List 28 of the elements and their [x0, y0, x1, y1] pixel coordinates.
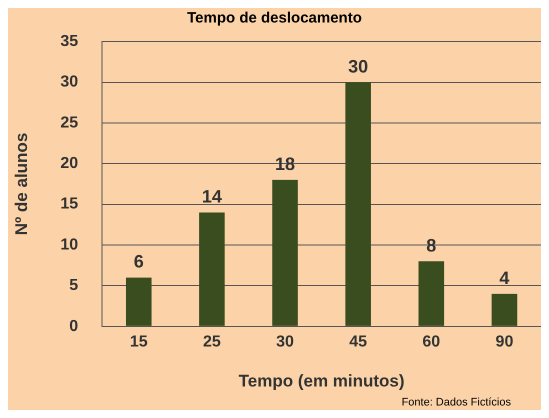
- y-axis-title: Nº de alunos: [12, 132, 31, 236]
- y-tick-label: 35: [60, 33, 78, 50]
- x-axis-title: Tempo (em minutos): [238, 371, 405, 390]
- bar: [272, 180, 298, 326]
- x-tick-label: 90: [496, 333, 514, 350]
- chart-title: Tempo de deslocamento: [187, 10, 362, 27]
- data-label: 4: [499, 268, 510, 288]
- x-tick-label: 15: [130, 333, 148, 350]
- x-tick-label: 30: [276, 333, 294, 350]
- data-label: 30: [348, 56, 368, 76]
- y-tick-label: 0: [69, 318, 78, 335]
- bar: [199, 212, 225, 326]
- data-label: 14: [202, 186, 222, 206]
- x-tick-label: 45: [349, 333, 368, 350]
- x-tick-label: 25: [203, 333, 221, 350]
- y-tick-label: 30: [60, 74, 78, 91]
- bar: [345, 82, 371, 326]
- x-tick-label: 60: [422, 333, 440, 350]
- bar: [126, 278, 152, 326]
- data-label: 6: [134, 252, 144, 272]
- y-tick-label: 20: [60, 155, 78, 172]
- bar: [492, 294, 518, 326]
- y-tick-label: 5: [69, 277, 78, 294]
- y-tick-label: 15: [60, 196, 78, 213]
- bar: [418, 261, 444, 326]
- y-tick-label: 25: [60, 114, 78, 132]
- y-tick-label: 10: [60, 236, 78, 254]
- source-note: Fonte: Dados Fictícios: [402, 396, 512, 409]
